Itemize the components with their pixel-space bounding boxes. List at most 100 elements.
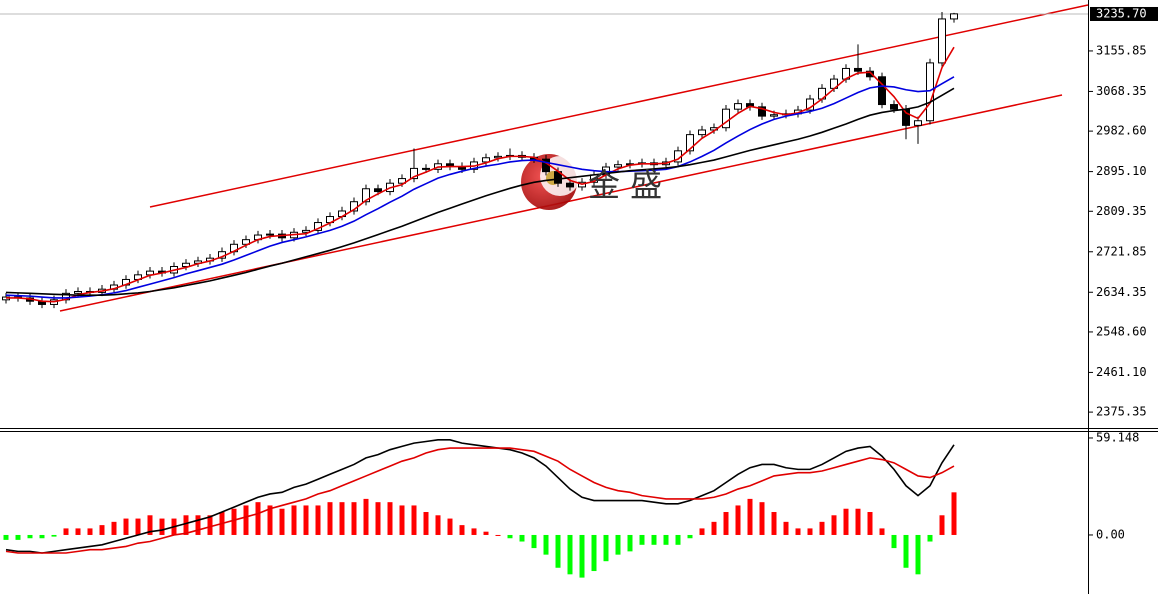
candle-body [686, 134, 694, 152]
candle-body [422, 167, 430, 170]
macd-bar [603, 534, 609, 562]
candle-body [494, 155, 502, 159]
candle-body [938, 18, 946, 64]
macd-bar [711, 521, 717, 535]
candle-body [698, 129, 706, 136]
macd-bar [939, 515, 945, 535]
macd-bar [639, 534, 645, 545]
macd-bar [783, 521, 789, 535]
candle-body [914, 120, 922, 126]
macd-bar [879, 528, 885, 535]
candle-body [242, 239, 250, 245]
macd-bar [327, 502, 333, 535]
macd-bar [531, 534, 537, 549]
macd-bar [519, 534, 525, 542]
candle-body [362, 188, 370, 203]
macd-bar [339, 502, 345, 535]
macd-bar [51, 534, 57, 537]
candle-body [482, 157, 490, 163]
last-price-label: 3235.70 [1096, 6, 1147, 20]
candle-body [614, 164, 622, 168]
macd-bar [255, 502, 261, 535]
macd-bar [303, 505, 309, 535]
macd-bar [759, 502, 765, 535]
y-tick-label: 3155.85 [1096, 43, 1147, 57]
candle-body [890, 104, 898, 110]
macd-bar [147, 515, 153, 535]
macd-bar [351, 502, 357, 535]
candle-body [410, 167, 418, 180]
macd-bar [207, 515, 213, 535]
candle-body [398, 178, 406, 184]
macd-bar [183, 515, 189, 535]
last-price-box [1090, 6, 1158, 21]
macd-bar [231, 508, 237, 535]
macd-bar [831, 515, 837, 535]
macd-bar [267, 505, 273, 535]
macd-bar [195, 515, 201, 535]
moving-average [6, 46, 955, 303]
macd-bar [27, 534, 33, 539]
trend-line [149, 4, 1089, 208]
macd-bar [99, 525, 105, 535]
macd-bar [135, 518, 141, 535]
macd-bar [507, 534, 513, 539]
macd-bar [747, 498, 753, 535]
macd-bar [843, 508, 849, 535]
macd-bar [411, 505, 417, 535]
macd-panel: 59.148 0.00 [3, 430, 1139, 578]
macd-bar [279, 508, 285, 535]
macd-bar [891, 534, 897, 549]
macd-bar [291, 505, 297, 535]
macd-bar [819, 521, 825, 535]
candle-body [854, 67, 862, 72]
candle-body [74, 290, 82, 294]
macd-line [5, 439, 955, 554]
macd-bar [735, 505, 741, 535]
macd-bar [87, 528, 93, 535]
moving-average [5, 76, 955, 299]
macd-bar [723, 512, 729, 535]
y-tick-label: 2461.10 [1096, 365, 1147, 379]
macd-bar [447, 518, 453, 535]
macd-bar [3, 534, 9, 540]
moving-average [5, 87, 955, 296]
candle-body [566, 182, 574, 188]
y-tick-label: 2721.85 [1096, 244, 1147, 258]
y-tick-label: 2895.10 [1096, 164, 1147, 178]
macd-bar [483, 531, 489, 535]
macd-bar [651, 534, 657, 545]
candle-body [770, 114, 778, 117]
y-tick-label: 59.148 [1096, 430, 1139, 444]
macd-bar [39, 534, 45, 539]
macd-bar [855, 508, 861, 535]
macd-bar [663, 534, 669, 545]
macd-bar [435, 515, 441, 535]
macd-bar [63, 528, 69, 535]
y-tick-label: 2548.60 [1096, 324, 1147, 338]
candle-body [722, 108, 730, 129]
macd-line [5, 447, 955, 554]
candle-body [950, 13, 958, 20]
macd-bar [15, 534, 21, 540]
macd-bar [75, 528, 81, 535]
macd-bar [867, 512, 873, 535]
macd-bar [399, 505, 405, 535]
macd-bar [567, 534, 573, 575]
candle-body [878, 76, 886, 106]
macd-bar [243, 505, 249, 535]
macd-bar [951, 492, 957, 535]
macd-bar [471, 528, 477, 535]
macd-bar [555, 534, 561, 568]
y-tick-label: 2634.35 [1096, 285, 1147, 299]
candle-body [866, 70, 874, 78]
macd-bar [699, 528, 705, 535]
macd-bar [387, 502, 393, 535]
macd-bar [423, 512, 429, 535]
macd-bar [591, 534, 597, 572]
candle-body [758, 106, 766, 117]
macd-bar [615, 534, 621, 555]
